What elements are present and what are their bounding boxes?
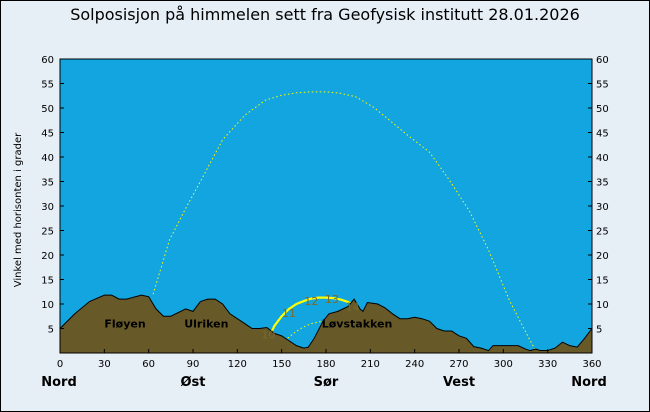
mountain-label: Fløyen [104, 318, 145, 331]
y-tick-label-right: 50 [596, 104, 609, 115]
mountain-label: Ulriken [184, 318, 228, 331]
hour-label: 11 [282, 307, 296, 320]
y-tick-label-left: 55 [41, 80, 54, 91]
y-tick-label-right: 45 [596, 129, 609, 140]
x-tick-label: 300 [494, 359, 513, 370]
y-tick-label-left: 15 [41, 276, 54, 287]
y-tick-label-left: 35 [41, 178, 54, 189]
x-tick-label: 210 [361, 359, 380, 370]
y-axis-label: Vinkel med horisonten i grader [13, 132, 24, 287]
y-tick-label-right: 60 [596, 55, 609, 66]
y-tick-label-right: 40 [596, 153, 609, 164]
y-tick-label-left: 45 [41, 129, 54, 140]
y-tick-label-left: 60 [41, 55, 54, 66]
hour-label: 10 [261, 328, 275, 341]
hour-label: 14 [346, 300, 360, 313]
y-tick-label-left: 10 [41, 300, 54, 311]
y-tick-label-right: 10 [596, 300, 609, 311]
y-tick-label-right: 25 [596, 227, 609, 238]
x-tick-label: 270 [449, 359, 468, 370]
hour-label: 12 [304, 295, 318, 308]
y-tick-label-right: 5 [596, 325, 602, 336]
x-tick-label: 240 [405, 359, 424, 370]
x-tick-label: 150 [272, 359, 291, 370]
x-tick-label: 180 [316, 359, 335, 370]
y-tick-label-left: 50 [41, 104, 54, 115]
y-tick-label-left: 40 [41, 153, 54, 164]
terrain-horizon [59, 294, 593, 354]
mountain-label: Løvstakken [322, 318, 393, 331]
chart-title: Solposisjon på himmelen sett fra Geofysi… [70, 5, 580, 24]
y-tick-label-right: 20 [596, 251, 609, 262]
y-tick-label-left: 5 [48, 325, 54, 336]
compass-label: Øst [180, 375, 205, 390]
y-tick-label-left: 25 [41, 227, 54, 238]
x-tick-label: 120 [228, 359, 247, 370]
x-tick-label: 330 [538, 359, 557, 370]
sun-path-today [268, 296, 358, 337]
y-tick-label-right: 35 [596, 178, 609, 189]
compass-label: Vest [443, 375, 475, 390]
summer-solstice-path [152, 91, 537, 351]
compass-label: Nord [571, 375, 607, 390]
x-tick-label: 90 [187, 359, 200, 370]
y-tick-label-right: 30 [596, 202, 609, 213]
y-tick-label-right: 15 [596, 276, 609, 287]
y-tick-label-left: 30 [41, 202, 54, 213]
x-tick-label: 30 [98, 359, 111, 370]
y-tick-label-right: 55 [596, 80, 609, 91]
y-tick-label-left: 20 [41, 251, 54, 262]
x-tick-label: 0 [57, 359, 63, 370]
x-tick-label: 60 [142, 359, 155, 370]
compass-label: Sør [314, 375, 339, 390]
compass-label: Nord [41, 375, 77, 390]
x-tick-label: 360 [582, 359, 601, 370]
hour-label: 13 [325, 293, 339, 306]
